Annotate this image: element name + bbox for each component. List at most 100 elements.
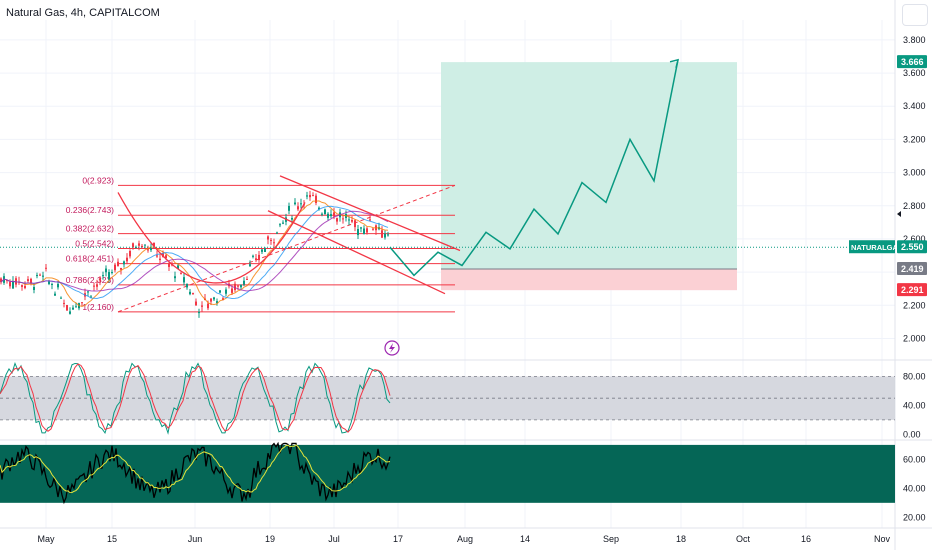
candle-body [9, 282, 11, 287]
stop-zone [441, 268, 737, 291]
candle-body [189, 291, 191, 295]
candle-body [201, 305, 203, 307]
time-tick-label: Oct [736, 534, 751, 544]
candle-body [222, 298, 224, 301]
candle-body [354, 220, 356, 228]
candle-body [108, 272, 110, 280]
candle-body [117, 261, 119, 266]
price-tick-label: 3.400 [903, 101, 926, 111]
moving-average-line [0, 210, 389, 292]
candle-body [99, 278, 101, 281]
candle-body [291, 217, 293, 220]
price-tag [897, 261, 927, 275]
candle-body [294, 202, 296, 205]
rsi-ma-line [0, 444, 391, 494]
candle-body [270, 239, 272, 241]
candle-body [27, 279, 29, 282]
drawings [0, 175, 895, 295]
candle-body [312, 195, 314, 197]
rsi-pane [0, 441, 895, 505]
candle-body [282, 222, 284, 224]
candle-body [357, 229, 359, 236]
lightning-icon[interactable] [384, 340, 400, 356]
price-tag [897, 55, 927, 69]
candle-body [42, 275, 44, 277]
candle-body [333, 212, 335, 217]
candle-body [90, 296, 92, 298]
price-tick-label: 2.200 [903, 300, 926, 310]
fib-trend-line [117, 184, 456, 313]
candle-body [273, 242, 275, 244]
candle-body [327, 213, 329, 218]
fib-level-label: 0.5(2.542) [75, 239, 114, 249]
time-tick-label: 14 [520, 534, 530, 544]
candle-body [324, 209, 326, 215]
candle-body [114, 264, 116, 271]
candle-body [132, 243, 134, 248]
price-tag [897, 240, 927, 254]
candle-body [123, 261, 125, 265]
candle-body [366, 228, 368, 233]
candle-body [360, 227, 362, 229]
stochastic-d-line [0, 363, 391, 433]
chart-title: Natural Gas, 4h, CAPITALCOM [6, 7, 160, 19]
rsi-band [0, 444, 895, 503]
price-tick-label: 3.000 [903, 168, 926, 178]
time-tick-label: 15 [107, 534, 117, 544]
candle-body [87, 291, 89, 293]
cup-pattern-curve [117, 192, 306, 284]
time-tick-label: May [37, 534, 55, 544]
candle-body [93, 285, 95, 287]
stochastic-tick-label: 80.00 [903, 371, 926, 381]
candle-body [381, 230, 383, 238]
candle-body [180, 273, 182, 275]
time-tick-label: Sep [603, 534, 619, 544]
candle-body [144, 244, 146, 246]
fib-level-label: 0.786(2.323) [66, 275, 114, 285]
candle-body [153, 242, 155, 247]
time-axis: May 15 Jun 19 Jul 17 Aug 14 Sep 18 Oct 16 Nov [37, 534, 890, 544]
position-zones [441, 62, 737, 291]
candle-body [168, 263, 170, 267]
rsi-tick-label: 20.00 [903, 512, 926, 522]
candle-body [165, 255, 167, 259]
symbol-name-tag [849, 240, 895, 254]
chart-menu-button[interactable] [902, 4, 928, 26]
price-tick-label: 2.600 [903, 234, 926, 244]
candle-body [159, 258, 161, 261]
fib-level-label: 1(2.160) [82, 302, 114, 312]
candle-body [138, 243, 140, 246]
axis-marker [897, 211, 901, 218]
candle-body [81, 302, 83, 304]
candle-body [219, 290, 221, 293]
candle-body [126, 257, 128, 262]
price-tick-label: 3.800 [903, 35, 926, 45]
price-tick-label: 3.200 [903, 134, 926, 144]
candle-body [264, 248, 266, 253]
projection-line [389, 59, 679, 277]
candle-body [129, 250, 131, 257]
fib-level-label: 0.382(2.632) [66, 224, 114, 234]
price-tag-text: 2.419 [901, 264, 924, 274]
candle-body [231, 288, 233, 293]
candle-body [21, 285, 23, 287]
candle-body [198, 312, 200, 314]
candle-body [321, 213, 323, 215]
fibonacci-retracement: 0(2.923) 0.236(2.743) 0.382(2.632) 0.5(2.54… [66, 175, 456, 313]
stochastic-tick-label: 0.00 [903, 429, 921, 439]
rsi-tick-label: 60.00 [903, 454, 926, 464]
candle-body [72, 307, 74, 310]
time-tick-label: Nov [874, 534, 891, 544]
candle-body [336, 218, 338, 222]
time-tick-label: 17 [393, 534, 403, 544]
fib-level-label: 0(2.923) [82, 175, 114, 185]
projection-arrow-head [669, 58, 680, 68]
candle-body [210, 298, 212, 302]
candle-body [261, 249, 263, 252]
candle-body [348, 219, 350, 221]
candle-body [387, 234, 389, 236]
stochastic-pane [0, 361, 895, 435]
candle-body [246, 278, 248, 280]
